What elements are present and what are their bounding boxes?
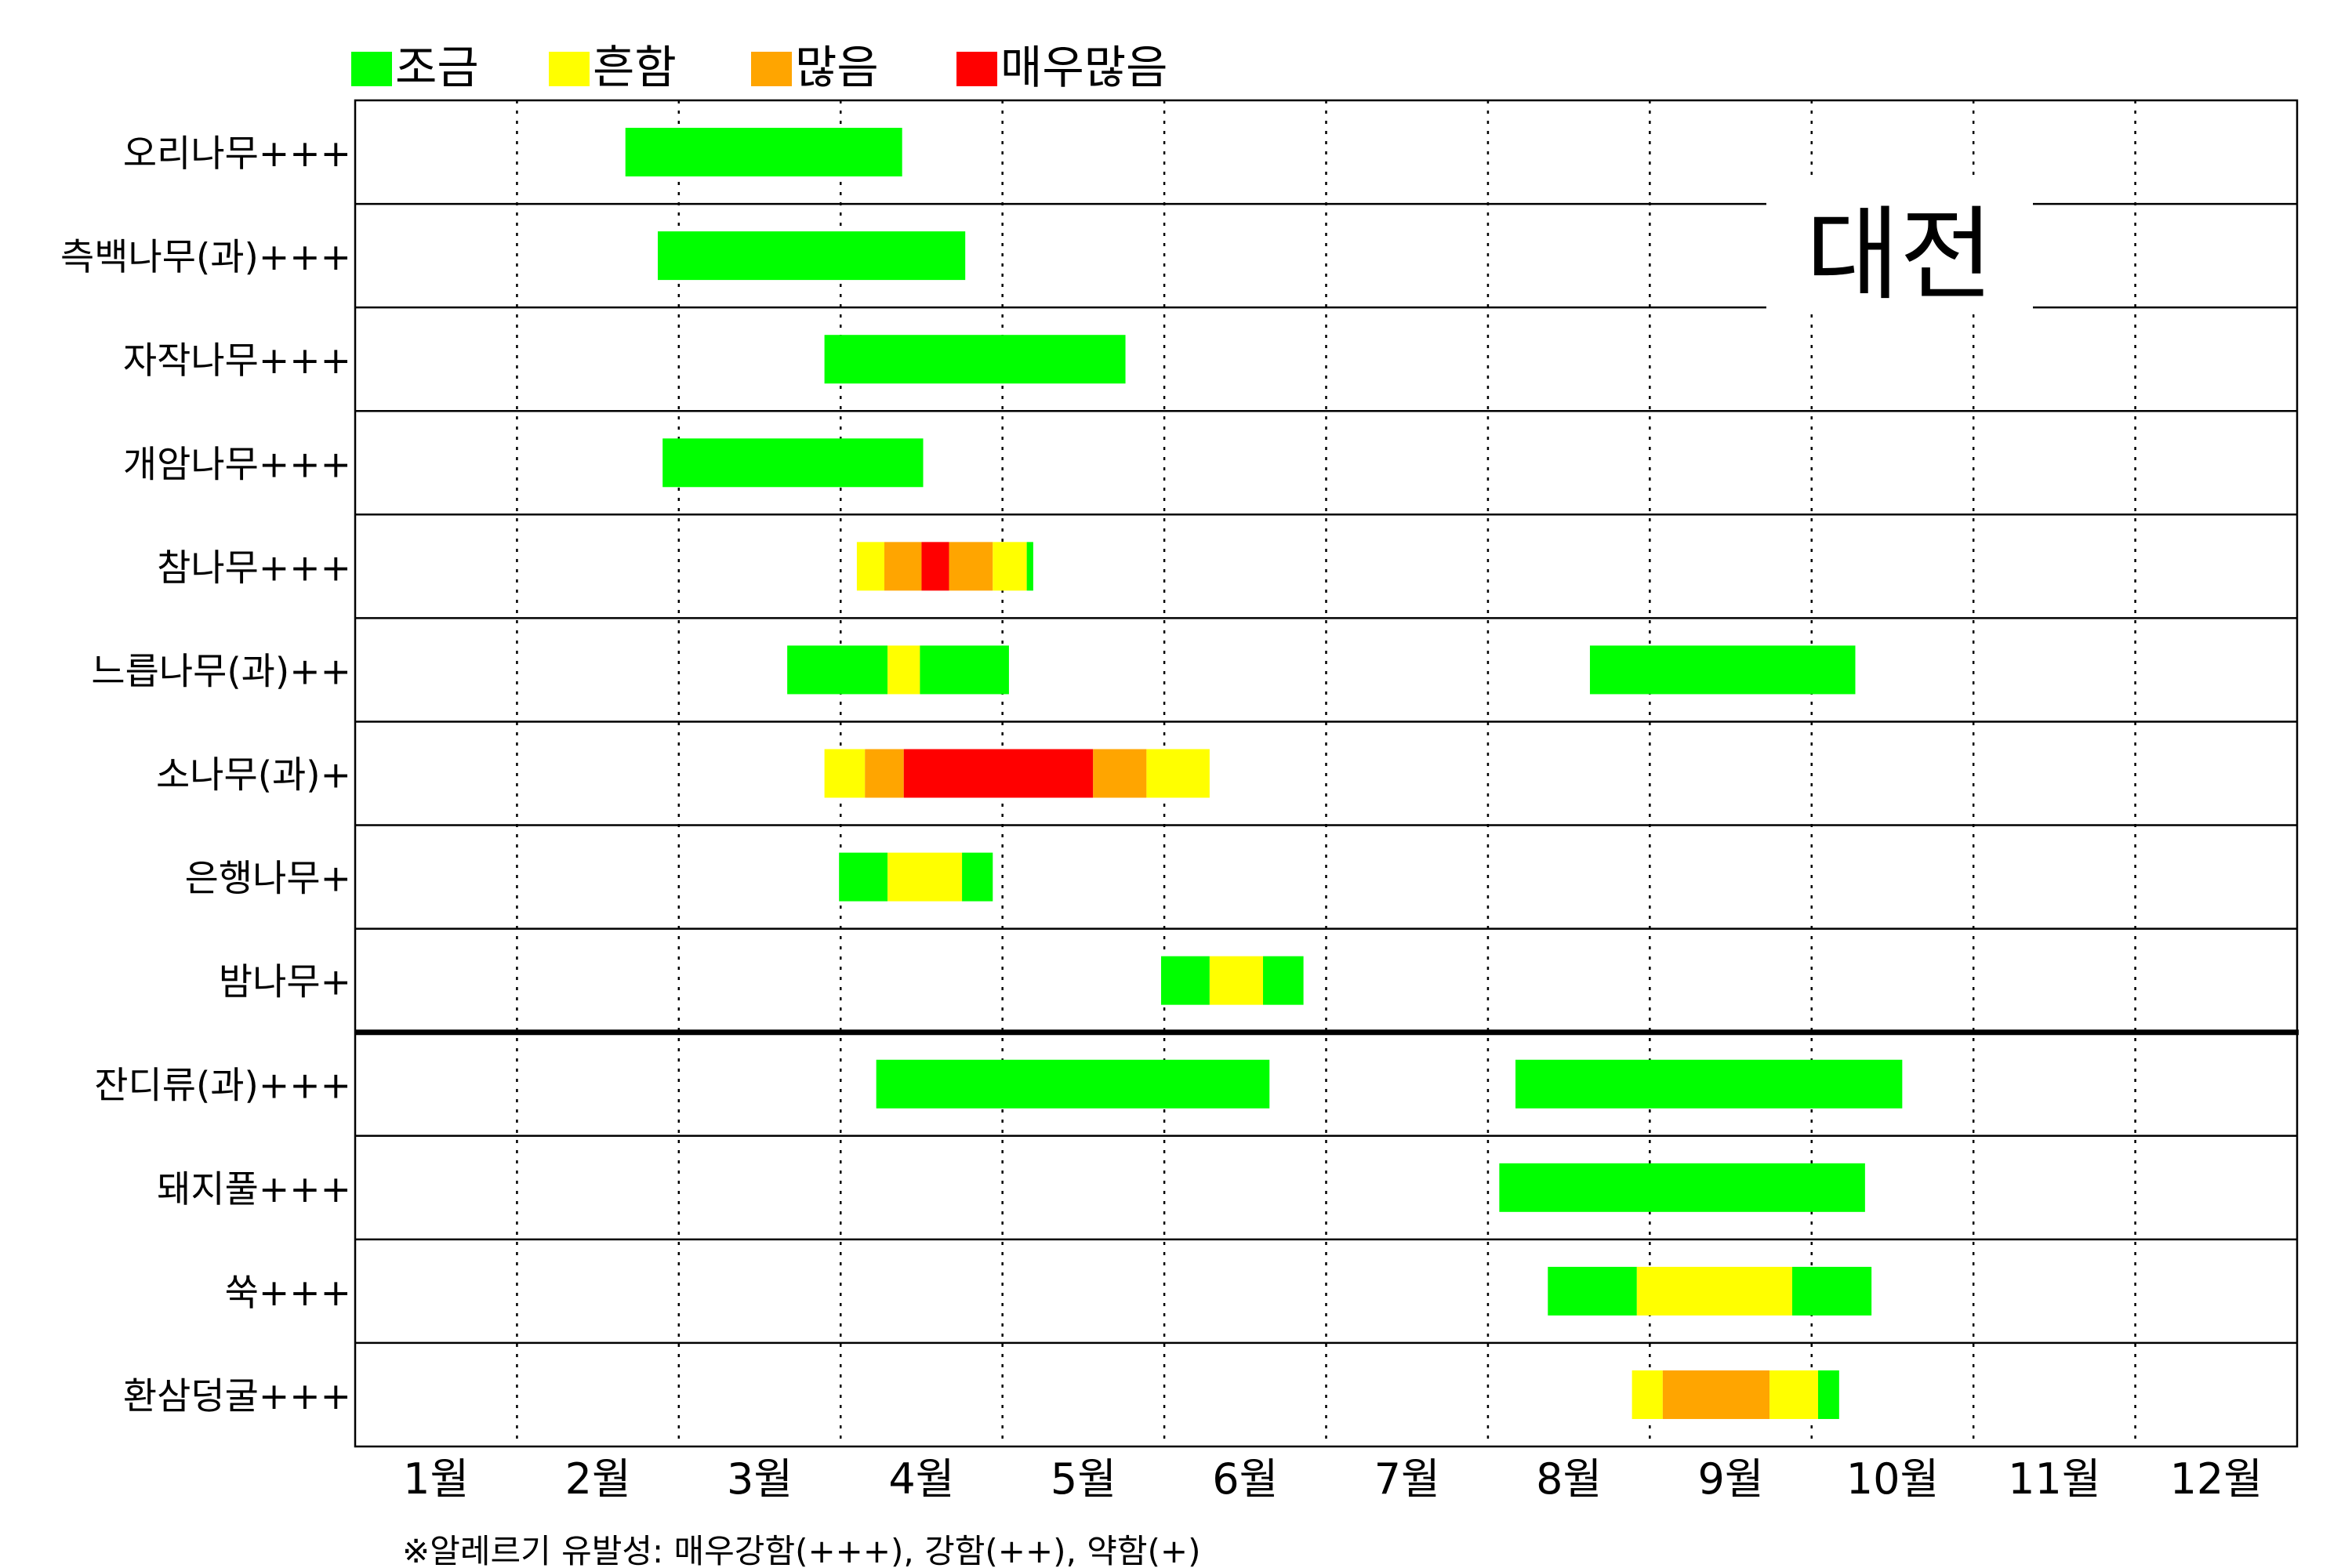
legend-swatch-1 <box>549 52 590 86</box>
bar-segment-8-2 <box>1262 956 1304 1005</box>
row-label: 느릅나무(과)++ <box>91 650 351 693</box>
bar-segment-7-2 <box>962 852 993 902</box>
month-label: 8월 <box>1536 1454 1602 1504</box>
plot-area: 대전 <box>354 99 2299 1448</box>
row-label: 측백나무(과)+++ <box>60 236 351 279</box>
legend-swatch-3 <box>956 52 997 86</box>
row-label: 참나무+++ <box>157 546 351 590</box>
row-label: 은행나무+ <box>185 858 351 901</box>
month-label: 7월 <box>1374 1454 1440 1504</box>
month-label: 3월 <box>727 1454 793 1504</box>
row-label: 밤나무+ <box>219 961 351 1004</box>
bar-segment-11-0 <box>1548 1266 1637 1316</box>
bar-segment-6-4 <box>1146 749 1210 798</box>
row-labels: 오리나무+++ 측백나무(과)+++ 자작나무+++ 개암나무+++ 참나무+++ 느릅나… <box>60 132 351 1418</box>
bar-segment-8-0 <box>1160 956 1210 1005</box>
row-label: 자작나무+++ <box>123 339 351 383</box>
month-gridlines <box>516 100 2136 1446</box>
month-label: 12월 <box>2170 1454 2263 1504</box>
bar-segment-0-0 <box>625 128 902 177</box>
bar-segment-4-4 <box>993 542 1027 591</box>
legend: 조금 흔함 많음 매우많음 <box>351 41 1167 94</box>
legend-label-3: 매우많음 <box>1000 41 1167 94</box>
bar-segment-11-2 <box>1791 1266 1872 1316</box>
bar-segment-6-3 <box>1093 749 1147 798</box>
bar-segment-12-2 <box>1769 1370 1819 1419</box>
legend-label-1: 흔함 <box>593 41 677 94</box>
row-label: 소나무(과)+ <box>156 754 351 797</box>
month-label: 6월 <box>1212 1454 1278 1504</box>
legend-label-0: 조금 <box>395 41 479 94</box>
bar-segment-12-0 <box>1632 1370 1663 1419</box>
month-label: 11월 <box>2008 1454 2100 1504</box>
bar-segment-5-0 <box>787 645 888 695</box>
bar-segment-12-1 <box>1662 1370 1770 1419</box>
bar-segment-5-2 <box>920 645 1009 695</box>
bars <box>625 128 1903 1419</box>
bar-segment-4-0 <box>856 542 884 591</box>
bar-segment-4-3 <box>949 542 993 591</box>
bar-segment-8-1 <box>1209 956 1263 1005</box>
bar-segment-11-1 <box>1636 1266 1792 1316</box>
row-label: 오리나무+++ <box>123 132 351 176</box>
row-label: 잔디류(과)+++ <box>94 1065 351 1108</box>
bar-segment-3-0 <box>662 438 924 488</box>
row-label: 환삼덩굴+++ <box>123 1375 351 1418</box>
bar-segment-9-1 <box>1515 1059 1903 1109</box>
bar-segment-6-0 <box>824 749 866 798</box>
row-label: 쑥+++ <box>225 1272 351 1315</box>
bar-segment-9-0 <box>876 1059 1270 1109</box>
bar-segment-6-1 <box>865 749 904 798</box>
bar-segment-4-2 <box>921 542 949 591</box>
row-label: 돼지풀+++ <box>157 1168 351 1211</box>
month-label: 5월 <box>1051 1454 1116 1504</box>
bar-segment-10-0 <box>1499 1163 1865 1212</box>
month-label: 9월 <box>1698 1454 1764 1504</box>
bar-segment-4-1 <box>884 542 922 591</box>
bar-segment-7-0 <box>839 852 888 902</box>
legend-label-2: 많음 <box>795 41 879 94</box>
bar-segment-2-0 <box>824 335 1126 384</box>
bar-segment-12-3 <box>1818 1370 1839 1419</box>
bar-segment-7-1 <box>887 852 963 902</box>
bar-segment-5-1 <box>887 645 920 695</box>
bar-segment-4-5 <box>1026 542 1033 591</box>
bar-segment-1-0 <box>657 231 966 281</box>
bar-segment-6-2 <box>903 749 1094 798</box>
legend-swatch-2 <box>751 52 792 86</box>
month-label: 1월 <box>403 1454 469 1504</box>
month-label: 2월 <box>565 1454 631 1504</box>
legend-swatch-0 <box>351 52 392 86</box>
region-label-box: 대전 <box>1766 179 2033 314</box>
region-label: 대전 <box>1806 195 1993 314</box>
month-label: 10월 <box>1846 1454 1939 1504</box>
month-labels: 1월 2월 3월 4월 5월 6월 7월 8월 9월 10월 11월 12월 <box>403 1454 2263 1504</box>
month-label: 4월 <box>888 1454 954 1504</box>
bar-segment-5-3 <box>1589 645 1856 695</box>
footnote: ※알레르기 유발성: 매우강함(+++), 강함(++), 약함(+) <box>402 1532 1201 1568</box>
row-label: 개암나무+++ <box>123 443 351 486</box>
